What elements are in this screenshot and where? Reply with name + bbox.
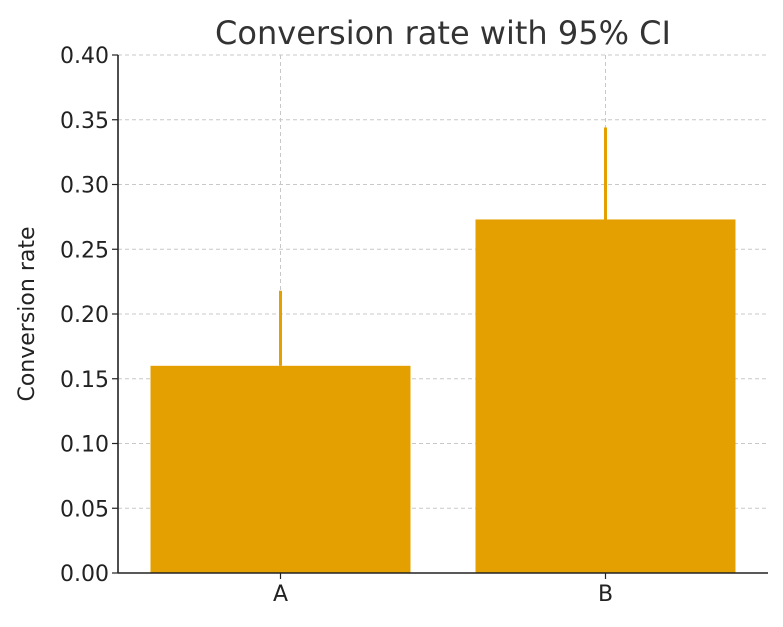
tick-label-layer: 0.00 0.05 0.10 0.15 0.20 0.25 0.30 0.35 0.40 A B: [60, 44, 613, 607]
y-tick-label: 0.05: [60, 497, 109, 522]
y-tick-label: 0.10: [60, 433, 109, 458]
y-tick-label: 0.25: [60, 238, 109, 263]
x-tick-label-B: B: [598, 582, 613, 607]
bar-B: [475, 219, 736, 573]
error-bar-layer: [279, 127, 607, 366]
y-axis-label: Conversion rate: [15, 226, 40, 401]
y-tick-label: 0.30: [60, 174, 109, 199]
x-tick-label-A: A: [273, 582, 288, 607]
axis-layer: [112, 54, 768, 579]
y-tick-label: 0.20: [60, 303, 109, 328]
y-tick-label: 0.40: [60, 44, 109, 69]
y-tick-label: 0.15: [60, 368, 109, 393]
y-tick-label: 0.00: [60, 562, 109, 587]
y-tick-label: 0.35: [60, 109, 109, 134]
chart-title: Conversion rate with 95% CI: [215, 14, 671, 52]
bar-layer: [150, 219, 736, 573]
bar-A: [150, 365, 411, 573]
